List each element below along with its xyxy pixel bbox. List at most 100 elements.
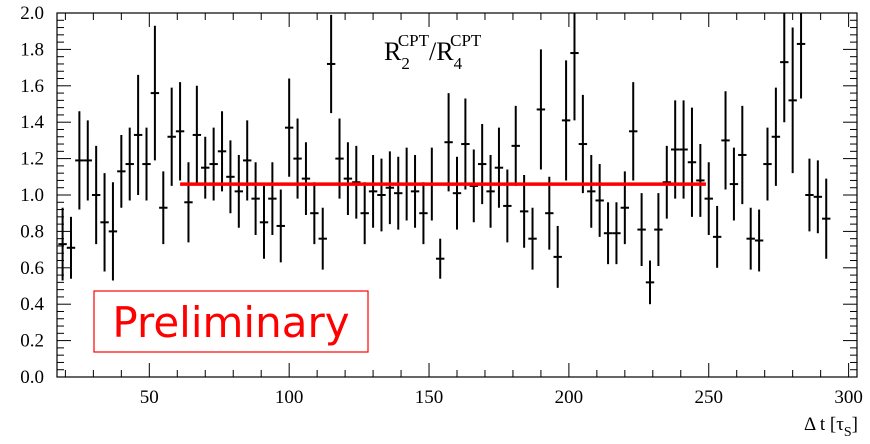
data-point [352, 145, 361, 219]
data-point [528, 207, 537, 270]
y-tick-label: 1.6 [20, 76, 44, 97]
data-point [360, 182, 369, 245]
data-point [729, 147, 739, 221]
plot-frame [56, 12, 858, 378]
data-point [175, 82, 185, 181]
data-point [511, 105, 520, 186]
data-point [670, 100, 680, 199]
data-point [343, 142, 353, 216]
data-point [587, 154, 596, 228]
data-point [595, 164, 604, 237]
data-point [117, 134, 126, 208]
data-point [377, 158, 386, 232]
data-point [519, 174, 529, 248]
data-point [83, 120, 92, 201]
x-tick-label: 200 [555, 387, 584, 408]
data-point [746, 207, 755, 270]
y-tick-label: 0.8 [20, 221, 44, 242]
data-point [477, 124, 487, 205]
data-point [192, 85, 202, 185]
data-point [553, 225, 562, 288]
data-point [284, 78, 294, 177]
data-point [301, 142, 311, 216]
data-point [536, 49, 546, 170]
data-points [58, 13, 831, 305]
data-point [167, 87, 176, 186]
y-tick-label: 0.2 [20, 331, 44, 352]
data-point [771, 87, 781, 186]
data-point [822, 178, 831, 259]
data-point [91, 145, 101, 245]
data-point [570, 13, 579, 121]
data-point [545, 176, 554, 250]
data-point [696, 144, 705, 217]
data-point [251, 162, 260, 236]
y-tick-label: 0.6 [20, 258, 44, 279]
data-point [561, 60, 571, 181]
data-point [461, 98, 470, 190]
preliminary-box: Preliminary [93, 290, 369, 353]
data-point [419, 182, 428, 245]
data-point [293, 118, 302, 199]
data-point [100, 173, 109, 272]
data-point [318, 207, 327, 270]
data-point [217, 111, 227, 192]
preliminary-label: Preliminary [112, 298, 349, 347]
data-point [578, 94, 588, 194]
data-point [142, 127, 151, 201]
x-tick-label: 100 [275, 387, 304, 408]
x-axis-title: Δ t [τS] [804, 414, 858, 440]
data-point [159, 171, 168, 245]
y-tick-label: 1.0 [20, 185, 44, 206]
y-tick-label: 1.4 [20, 112, 44, 133]
data-point [133, 74, 143, 195]
data-point [780, 13, 789, 123]
data-point [234, 154, 244, 228]
y-tick-label: 0.0 [20, 367, 44, 388]
data-point [645, 260, 655, 305]
data-point [788, 27, 797, 174]
y-tick-label: 0.4 [20, 294, 44, 315]
data-point [226, 140, 235, 214]
data-point [436, 238, 445, 279]
data-point [368, 154, 378, 228]
data-point [612, 202, 621, 265]
data-point [452, 156, 462, 230]
data-point [394, 156, 403, 230]
data-point [75, 111, 84, 210]
data-point [603, 202, 613, 265]
data-point [629, 82, 638, 181]
data-point [335, 118, 344, 199]
data-point [712, 205, 722, 268]
data-point [679, 100, 688, 199]
data-point [410, 154, 420, 228]
data-point [385, 151, 395, 225]
data-point [503, 169, 512, 243]
data-point [754, 209, 764, 272]
x-tick-labels: 50 100 150 200 250 300 [140, 387, 863, 408]
data-point [738, 105, 747, 205]
data-point [763, 127, 772, 201]
data-point [276, 189, 285, 263]
data-point [662, 145, 671, 219]
data-point [494, 127, 504, 208]
data-point [326, 14, 336, 114]
y-tick-label: 1.8 [20, 39, 44, 60]
y-tick-labels: 0.0 0.2 0.4 0.6 0.8 1.0 1.2 1.4 1.6 1.8 2.0 [20, 3, 44, 388]
y-tick-label: 2.0 [20, 3, 44, 24]
data-point [201, 136, 210, 199]
x-tick-label: 150 [415, 387, 444, 408]
x-tick-label: 300 [834, 387, 863, 408]
data-point [184, 162, 193, 243]
data-point [66, 216, 76, 279]
tick-marks [57, 12, 857, 378]
data-point [125, 127, 134, 201]
data-point [310, 182, 319, 245]
data-point [704, 162, 713, 236]
data-point [209, 127, 218, 201]
data-point [268, 162, 277, 236]
data-point [813, 160, 823, 234]
data-point [108, 182, 118, 281]
chart-title: R2CPT/R4CPT [384, 31, 482, 73]
